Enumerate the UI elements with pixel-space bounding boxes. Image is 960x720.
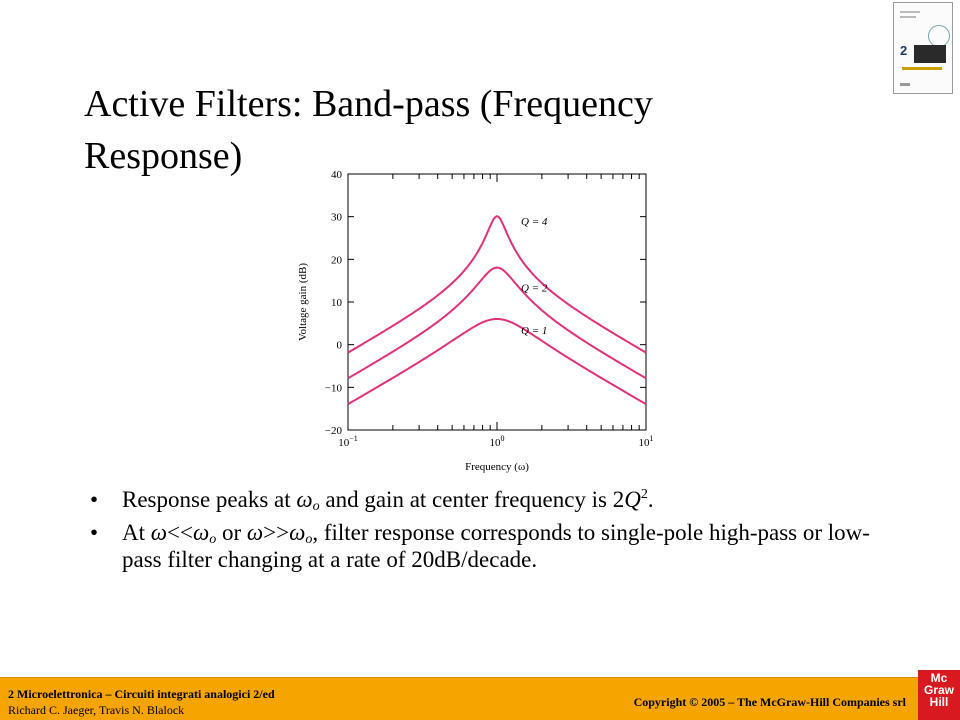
footer-book-title: 2 Microelettronica – Circuiti integrati … <box>8 687 275 701</box>
y-tick-label: 10 <box>331 297 343 309</box>
bullet-item-1: • Response peaks at ωo and gain at cente… <box>90 487 654 514</box>
x-tick-label: 101 <box>639 434 654 449</box>
series-label-q1: Q = 1 <box>521 325 547 337</box>
bullet-item-2: • At ω<<ωo or ω>>ωo, filter response cor… <box>90 520 870 572</box>
y-tick-label: 40 <box>331 169 343 181</box>
y-axis-label: Voltage gain (dB) <box>297 263 309 341</box>
slide-title: Active Filters: Band-pass (Frequency Res… <box>84 83 653 177</box>
footer-copyright: Copyright © 2005 – The McGraw-Hill Compa… <box>633 695 906 709</box>
y-tick-label: 30 <box>331 212 343 224</box>
x-tick-label: 10−1 <box>338 434 358 449</box>
y-tick-label: −20 <box>325 425 343 437</box>
series-line-q2 <box>347 266 647 380</box>
footer-bar: 2 Microelettronica – Circuiti integrati … <box>0 677 918 720</box>
x-tick-label: 100 <box>490 434 505 449</box>
plot-frame <box>347 173 647 431</box>
bullet-dot: • <box>90 487 99 512</box>
bullet-dot: • <box>90 520 99 545</box>
x-axis-label: Frequency (ω) <box>465 461 529 473</box>
mcgraw-hill-logo: Mc Graw Hill <box>918 670 960 720</box>
footer-authors: Richard C. Jaeger, Travis N. Blalock <box>8 703 185 717</box>
book-cover-thumbnail: 2 <box>893 2 953 94</box>
y-tick-label: 20 <box>331 254 343 266</box>
y-tick-label: −10 <box>325 382 343 394</box>
series-label-q4: Q = 4 <box>521 216 548 228</box>
y-tick-label: 0 <box>337 340 343 352</box>
series-line-q1 <box>347 317 647 405</box>
book-number: 2 <box>900 43 908 58</box>
series-label-q2: Q = 2 <box>521 282 548 294</box>
bullet-list: • Response peaks at ωo and gain at cente… <box>90 486 880 579</box>
series-line-q4 <box>347 215 647 354</box>
